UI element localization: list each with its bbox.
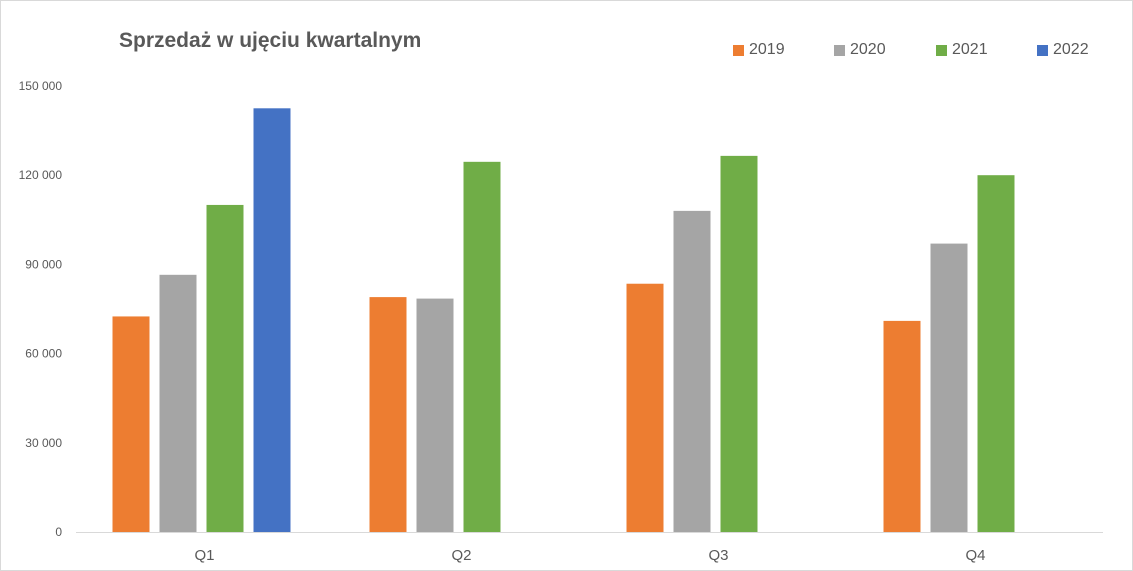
legend-label-2020: 2020 — [850, 41, 886, 58]
legend: 2019 2020 2021 2022 — [733, 40, 1113, 60]
bar-q3-2021 — [720, 155, 758, 532]
x-tick-label-q2: Q2 — [451, 547, 471, 564]
legend-item-2021: 2021 — [936, 40, 988, 60]
y-tick-label: 60 000 — [25, 347, 62, 361]
bar-q1-2022 — [253, 108, 291, 533]
y-tick-label: 90 000 — [25, 257, 62, 271]
chart-title: Sprzedaż w ujęciu kwartalnym — [119, 29, 422, 52]
x-tick-label-q3: Q3 — [708, 547, 728, 564]
x-tick-label-q4: Q4 — [965, 547, 985, 564]
legend-swatch-2021 — [936, 44, 947, 56]
legend-label-2021: 2021 — [952, 41, 988, 58]
bar-q4-2021 — [977, 175, 1015, 532]
bar-q3-2019 — [626, 283, 664, 532]
bar-q4-2019 — [883, 320, 921, 532]
bar-q4-2020 — [930, 243, 968, 532]
legend-label-2022: 2022 — [1053, 41, 1089, 58]
y-tick-label: 0 — [55, 525, 62, 539]
bar-q1-2019 — [112, 316, 150, 532]
legend-swatch-2019 — [733, 44, 744, 56]
y-tick-label: 30 000 — [25, 436, 62, 450]
legend-label-2019: 2019 — [749, 41, 785, 58]
bar-q2-2021 — [463, 161, 501, 532]
legend-swatch-2022 — [1037, 44, 1048, 56]
bar-q3-2020 — [673, 210, 711, 532]
bar-q2-2019 — [369, 297, 407, 532]
bar-q2-2020 — [416, 298, 454, 532]
legend-swatch-2020 — [834, 44, 845, 56]
bar-q1-2020 — [159, 274, 197, 532]
bar-q1-2021 — [206, 204, 244, 532]
legend-item-2020: 2020 — [834, 40, 886, 60]
x-tick-label-q1: Q1 — [194, 547, 214, 564]
y-tick-label: 120 000 — [19, 168, 63, 182]
y-tick-label: 150 000 — [19, 79, 63, 93]
legend-item-2022: 2022 — [1037, 40, 1089, 60]
legend-item-2019: 2019 — [733, 40, 785, 60]
